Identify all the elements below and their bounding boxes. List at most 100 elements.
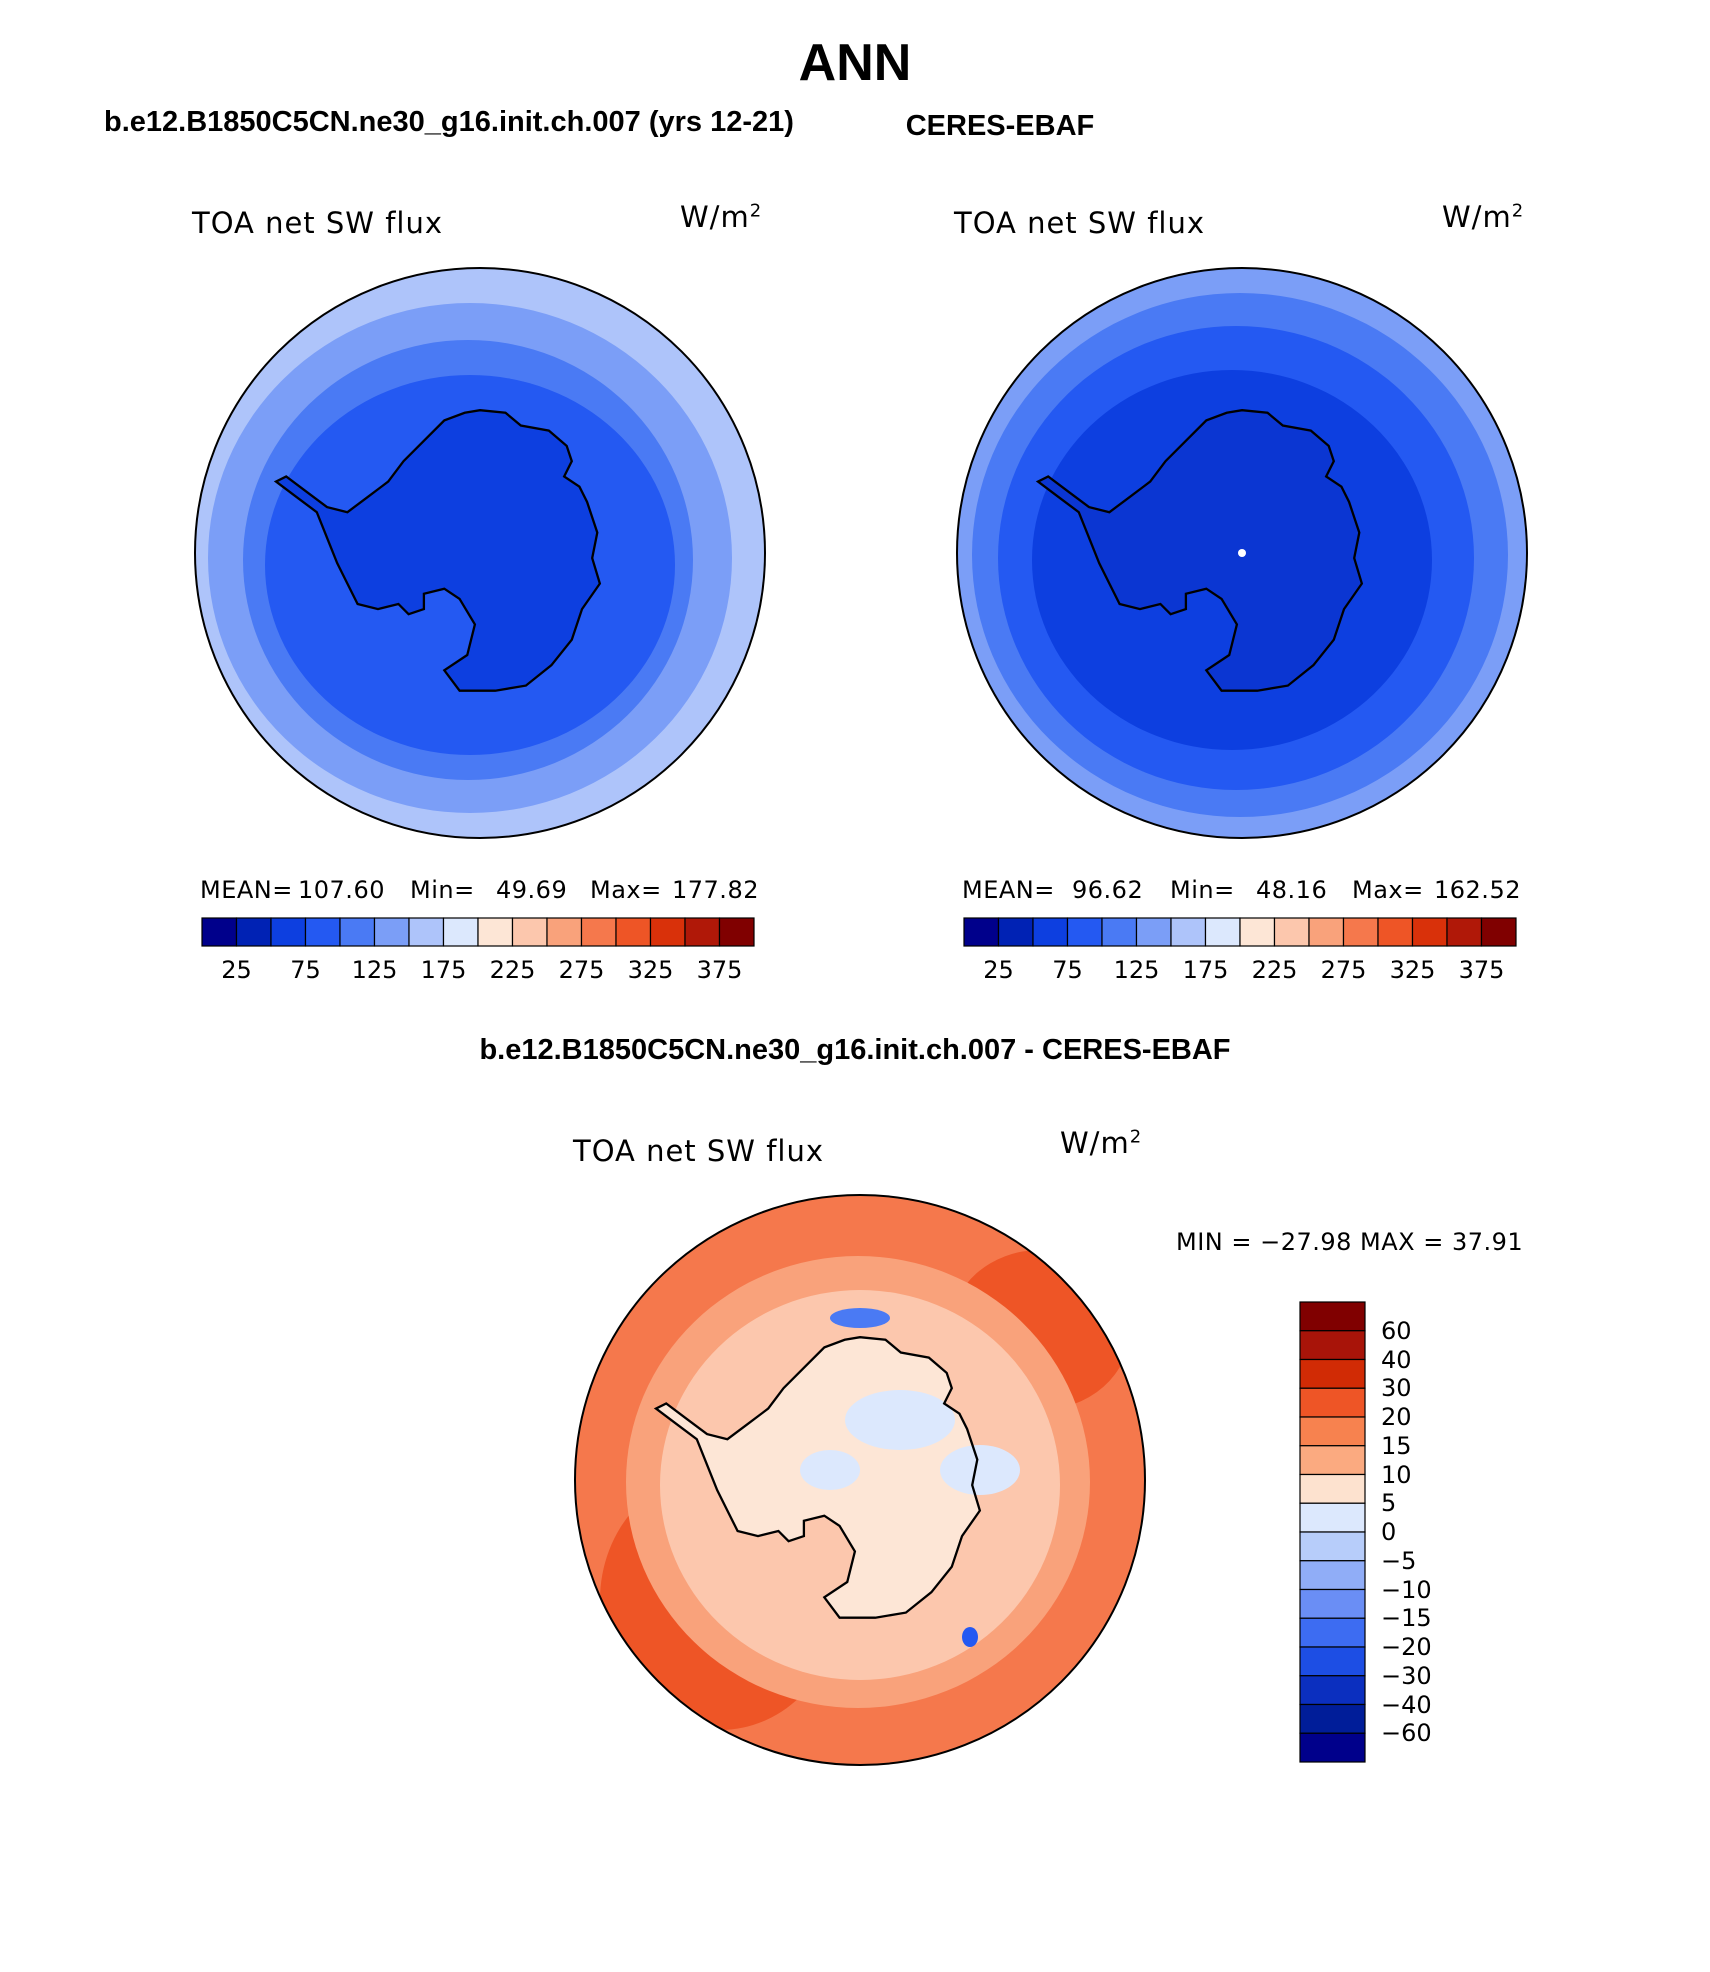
obs-colorbar-box xyxy=(1480,917,1517,947)
diff-colorbar-box xyxy=(1299,1675,1366,1706)
diff-colorbar-tick-label: 20 xyxy=(1381,1403,1412,1431)
diff-colorbar-box xyxy=(1299,1301,1366,1332)
diff-colorbar-box xyxy=(1299,1358,1366,1389)
diff-colorbar-tick-label: −60 xyxy=(1381,1719,1432,1748)
model-colorbar-tick-label: 175 xyxy=(420,956,467,984)
model-colorbar-tick-label: 225 xyxy=(489,956,536,984)
model-variable-label: TOA net SW flux xyxy=(192,206,444,240)
obs-max-value: 162.52 xyxy=(1434,876,1521,904)
obs-polar-map xyxy=(956,267,1528,839)
model-colorbar-tick-label: 75 xyxy=(290,956,321,984)
model-mean-label: MEAN= xyxy=(200,876,293,904)
obs-colorbar-box xyxy=(1170,917,1207,947)
obs-colorbar-tick-label: 325 xyxy=(1389,956,1436,984)
diff-polar-map xyxy=(574,1194,1146,1766)
model-colorbar xyxy=(201,917,755,947)
diff-colorbar-box xyxy=(1299,1560,1366,1591)
diff-colorbar-tick-label: 5 xyxy=(1381,1489,1397,1518)
model-colorbar-box xyxy=(373,917,410,947)
obs-variable-label: TOA net SW flux xyxy=(954,206,1206,240)
model-colorbar-box xyxy=(649,917,686,947)
model-colorbar-tick-label: 325 xyxy=(627,956,674,984)
model-colorbar-tick-label: 125 xyxy=(351,956,398,984)
model-min-value: 49.69 xyxy=(496,876,568,904)
diff-negative-patch-2 xyxy=(940,1445,1020,1495)
diff-colorbar-box xyxy=(1299,1473,1366,1504)
obs-colorbar-tick-label: 25 xyxy=(983,956,1014,984)
diff-variable-label: TOA net SW flux xyxy=(573,1134,825,1168)
diff-colorbar-tick-label: 60 xyxy=(1381,1316,1412,1345)
model-colorbar-box xyxy=(477,917,514,947)
diff-colorbar-box xyxy=(1299,1387,1366,1418)
diff-colorbar-box xyxy=(1299,1646,1366,1677)
obs-colorbar-tick-label: 175 xyxy=(1182,956,1229,984)
obs-colorbar-box xyxy=(1101,917,1138,947)
obs-colorbar-box xyxy=(1446,917,1483,947)
diff-panel-title: b.e12.B1850C5CN.ne30_g16.init.ch.007 - C… xyxy=(479,1034,1231,1066)
model-colorbar-box xyxy=(442,917,479,947)
obs-min-label: Min= xyxy=(1170,876,1235,904)
obs-map-border xyxy=(956,267,1528,839)
diff-colorbar-tick-label: −10 xyxy=(1381,1575,1432,1604)
obs-case-title: CERES-EBAF xyxy=(905,110,1095,142)
diff-minmax-text: MIN = −27.98 MAX = 37.91 xyxy=(1176,1228,1524,1256)
model-colorbar-box xyxy=(615,917,652,947)
diff-colorbar-box xyxy=(1299,1588,1366,1619)
obs-colorbar-tick-label: 375 xyxy=(1458,956,1505,984)
diff-colorbar-tick-label: 10 xyxy=(1381,1460,1412,1489)
obs-max-label: Max= xyxy=(1352,876,1424,904)
obs-units-label: W/m2 xyxy=(1442,200,1525,234)
model-colorbar-box xyxy=(201,917,238,947)
obs-colorbar-tick-label: 225 xyxy=(1251,956,1298,984)
diff-colorbar-box xyxy=(1299,1703,1366,1734)
diff-map-border xyxy=(574,1194,1146,1766)
obs-colorbar-box xyxy=(997,917,1034,947)
obs-mean-value: 96.62 xyxy=(1072,876,1144,904)
model-colorbar-tick-label: 25 xyxy=(221,956,252,984)
diff-colorbar-box xyxy=(1299,1531,1366,1562)
diff-units-label: W/m2 xyxy=(1060,1126,1143,1160)
obs-colorbar-box xyxy=(1066,917,1103,947)
obs-colorbar-tick-label: 275 xyxy=(1320,956,1367,984)
diff-colorbar-tick-label: 40 xyxy=(1381,1345,1412,1374)
obs-colorbar xyxy=(963,917,1517,947)
obs-mean-label: MEAN= xyxy=(962,876,1055,904)
model-polar-map xyxy=(194,267,766,839)
obs-colorbar-box xyxy=(1411,917,1448,947)
model-units-label: W/m2 xyxy=(680,200,763,234)
model-colorbar-box xyxy=(270,917,307,947)
figure-title: ANN xyxy=(798,34,912,92)
diff-colorbar-tick-label: −5 xyxy=(1381,1546,1417,1575)
model-colorbar-tick-label: 275 xyxy=(558,956,605,984)
obs-colorbar-box xyxy=(1308,917,1345,947)
diff-colorbar-tick-label: −15 xyxy=(1381,1604,1432,1633)
model-map-border xyxy=(194,267,766,839)
model-colorbar-box xyxy=(684,917,721,947)
diff-colorbar-tick-label: 30 xyxy=(1381,1374,1412,1403)
diff-colorbar-box xyxy=(1299,1445,1366,1476)
obs-colorbar-box xyxy=(1204,917,1241,947)
obs-colorbar-box xyxy=(1239,917,1276,947)
diff-colorbar-tick-label: 0 xyxy=(1381,1518,1397,1546)
obs-colorbar-box xyxy=(1135,917,1172,947)
diff-colorbar-tick-label: −20 xyxy=(1381,1633,1432,1661)
model-colorbar-box xyxy=(511,917,548,947)
model-case-title: b.e12.B1850C5CN.ne30_g16.init.ch.007 (yr… xyxy=(104,106,794,138)
diff-colorbar-box xyxy=(1299,1502,1366,1533)
obs-pole-dot xyxy=(1238,549,1246,557)
model-max-label: Max= xyxy=(590,876,662,904)
diff-colorbar xyxy=(1299,1301,1366,1763)
obs-colorbar-tick-label: 125 xyxy=(1113,956,1160,984)
obs-colorbar-box xyxy=(1377,917,1414,947)
diff-negative-patch-5 xyxy=(962,1627,978,1647)
model-max-value: 177.82 xyxy=(672,876,759,904)
model-colorbar-box xyxy=(304,917,341,947)
model-colorbar-box xyxy=(718,917,755,947)
obs-colorbar-box xyxy=(1273,917,1310,947)
diff-negative-patch-4 xyxy=(830,1308,890,1328)
obs-colorbar-box xyxy=(1342,917,1379,947)
model-colorbar-box xyxy=(339,917,376,947)
diff-colorbar-box xyxy=(1299,1330,1366,1361)
obs-min-value: 48.16 xyxy=(1256,876,1328,904)
model-colorbar-box xyxy=(580,917,617,947)
